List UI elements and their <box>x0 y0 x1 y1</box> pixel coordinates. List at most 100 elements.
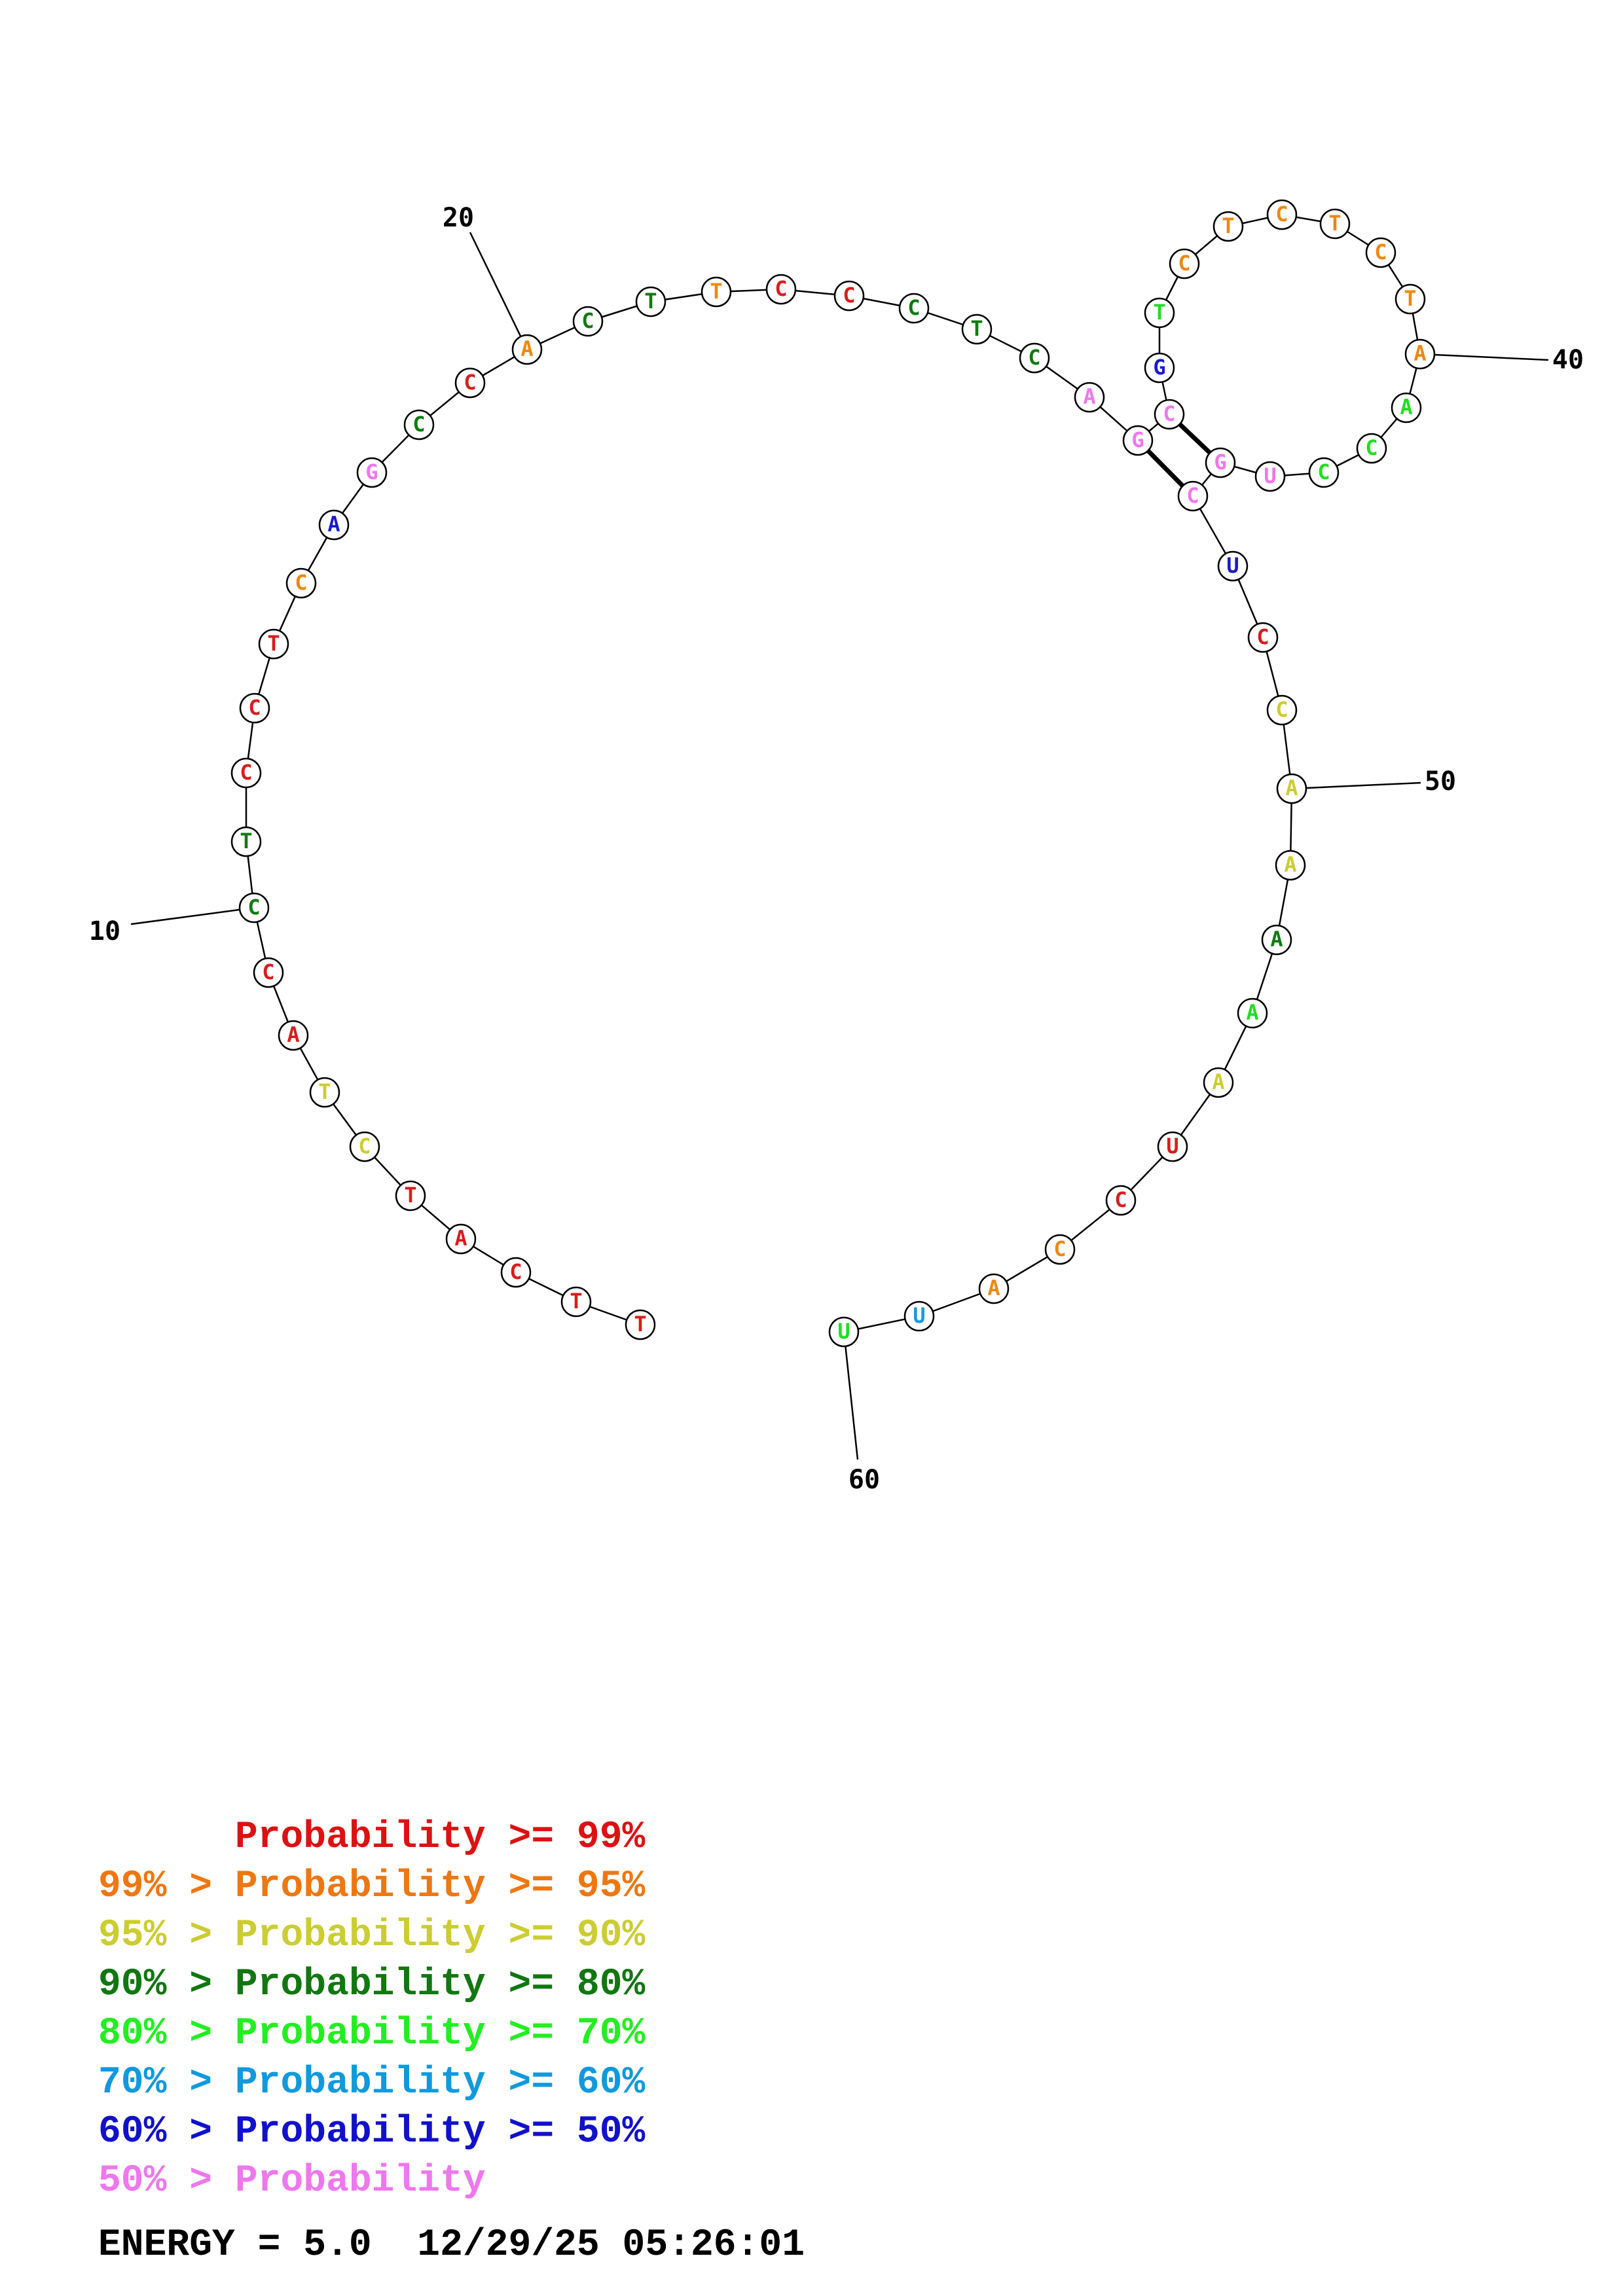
nucleotide-21: C <box>572 306 604 337</box>
nucleotide-25: C <box>833 280 865 312</box>
nucleotide-base: A <box>1284 852 1296 877</box>
nucleotide-base: C <box>1374 240 1387 264</box>
nucleotide-circle <box>1203 1067 1234 1098</box>
nucleotide-59: U <box>903 1300 935 1332</box>
nucleotide-40: A <box>1404 338 1436 370</box>
nucleotide-base: C <box>1275 202 1288 226</box>
nucleotide-18: C <box>403 409 435 440</box>
nucleotide-circle <box>1144 352 1175 384</box>
nucleotide-circle <box>1044 1234 1076 1265</box>
nucleotide-55: U <box>1157 1131 1188 1162</box>
nucleotide-base: C <box>1256 624 1269 649</box>
nucleotide-circle <box>278 1020 309 1051</box>
nucleotide-circle <box>285 567 317 599</box>
nucleotide-base: A <box>327 512 340 537</box>
nucleotide-13: C <box>239 692 270 724</box>
nucleotide-base: A <box>287 1022 299 1047</box>
nucleotide-circle <box>1157 1131 1188 1162</box>
nucleotide-base: C <box>509 1259 522 1284</box>
nucleotide-31: C <box>1154 399 1185 430</box>
nucleotide-1: T <box>625 1309 656 1340</box>
nucleotide-circle <box>1261 924 1292 956</box>
nucleotide-6: C <box>349 1131 380 1162</box>
nucleotide-circle <box>1254 461 1286 492</box>
nucleotide-42: C <box>1356 433 1387 464</box>
nucleotide-base: C <box>464 370 476 395</box>
nucleotide-circle <box>1177 480 1209 512</box>
nucleotide-15: C <box>285 567 317 599</box>
nucleotide-23: T <box>701 276 732 308</box>
nucleotide-circle <box>1019 342 1050 374</box>
nucleotide-58: A <box>978 1273 1010 1304</box>
nucleotide-45: G <box>1205 447 1236 478</box>
nucleotide-circle <box>238 892 270 924</box>
nucleotide-44: U <box>1254 461 1286 492</box>
legend-row: 70% > Probability >= 60% <box>98 2058 645 2108</box>
nucleotide-base: C <box>1365 435 1377 460</box>
index-label: 20 <box>443 203 474 233</box>
nucleotide-17: G <box>356 457 388 488</box>
backbone <box>245 213 1421 1333</box>
nucleotide-53: A <box>1237 997 1268 1029</box>
nucleotide-base: C <box>775 276 787 301</box>
nucleotide-33: T <box>1144 297 1175 329</box>
nucleotide-circle <box>1144 297 1175 329</box>
nucleotide-circle <box>253 957 284 988</box>
index-tick-line <box>130 906 255 925</box>
nucleotide-base: G <box>365 459 378 484</box>
nucleotide-9: C <box>253 957 284 988</box>
nucleotide-base: A <box>520 336 533 361</box>
nucleotide-circle <box>635 286 666 317</box>
legend-row: 99% > Probability >= 95% <box>98 1862 645 1911</box>
nucleotide-circle <box>230 757 262 789</box>
nucleotide-circle <box>903 1300 935 1332</box>
nucleotide-base: T <box>318 1079 331 1104</box>
index-tick-line <box>843 1331 859 1460</box>
nucleotide-24: C <box>765 274 797 305</box>
nucleotide-34: C <box>1169 248 1200 279</box>
nucleotide-base: A <box>1246 1000 1258 1025</box>
nucleotide-32: G <box>1144 352 1175 384</box>
nucleotide-22: T <box>635 286 666 317</box>
nucleotide-circle <box>1275 850 1306 881</box>
legend-prefix: 60% > <box>98 2111 235 2153</box>
nucleotide-circle <box>1356 433 1387 464</box>
nucleotide-38: C <box>1365 237 1396 268</box>
nucleotide-base: G <box>1153 355 1165 380</box>
nucleotide-circle <box>258 628 289 660</box>
nucleotide-28: C <box>1019 342 1050 374</box>
nucleotide-circle <box>765 274 797 305</box>
nucleotide-circle <box>445 1223 477 1255</box>
nucleotide-base: C <box>1163 401 1175 426</box>
nucleotide-39: T <box>1395 283 1426 315</box>
nucleotide-20: A <box>511 334 543 365</box>
nucleotide-base: T <box>1222 213 1234 238</box>
nucleotide-35: T <box>1213 211 1244 242</box>
nucleotide-base: C <box>843 283 855 308</box>
nucleotide-base: C <box>247 895 260 920</box>
legend-row: Probability >= 99% <box>98 1813 646 1862</box>
index-label: 40 <box>1552 345 1584 375</box>
nucleotide-circle <box>1266 694 1298 726</box>
nucleotide-circle <box>1266 199 1298 230</box>
nucleotide-base: U <box>1166 1134 1178 1158</box>
nucleotide-base: A <box>987 1276 1000 1300</box>
index-tick-line <box>1291 781 1421 790</box>
nucleotide-circle <box>1205 447 1236 478</box>
legend-label: Probability >= 80% <box>234 1964 646 2006</box>
nucleotide-base: T <box>570 1289 582 1314</box>
nucleotide-base: C <box>907 295 920 320</box>
nucleotide-circle <box>1105 1185 1137 1216</box>
legend-label: Probability <box>234 2160 486 2202</box>
index-label: 50 <box>1425 766 1456 797</box>
nucleotide-circle <box>701 276 732 308</box>
nucleotide-16: A <box>318 509 350 541</box>
nucleotide-base: T <box>404 1183 416 1208</box>
nucleotide-circle <box>572 306 604 337</box>
nucleotide-circle <box>1395 283 1426 315</box>
nucleotide-base: A <box>454 1226 467 1251</box>
nucleotide-52: A <box>1261 924 1292 956</box>
nucleotide-56: C <box>1105 1185 1137 1216</box>
nucleotide-circle <box>1308 457 1340 488</box>
